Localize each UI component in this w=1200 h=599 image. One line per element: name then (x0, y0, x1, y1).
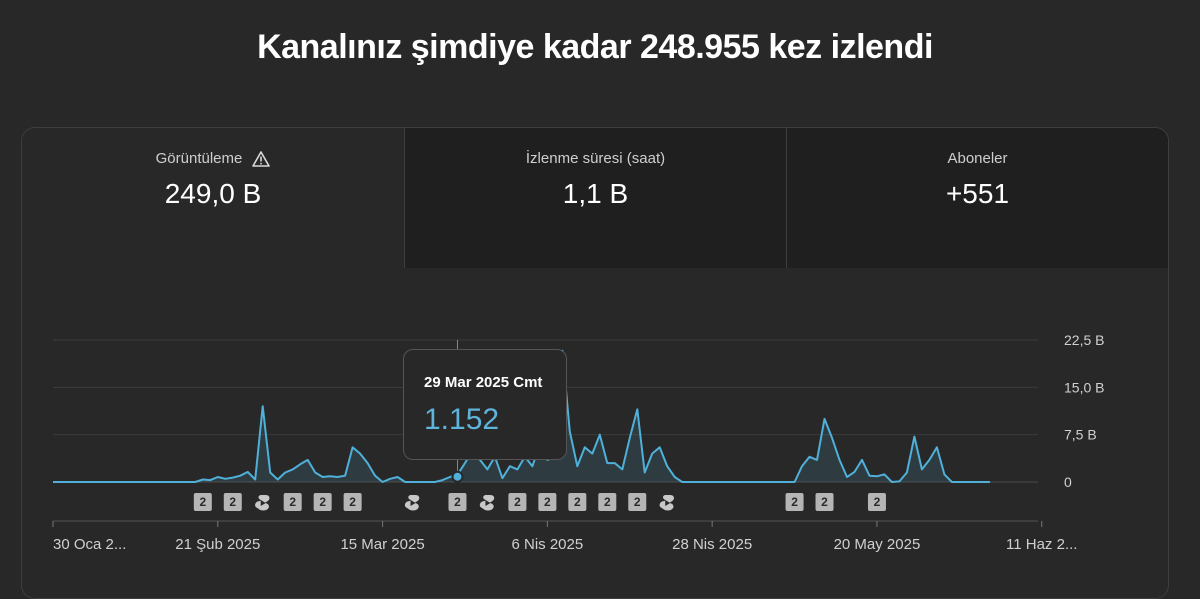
shorts-icon[interactable] (255, 495, 270, 511)
x-tick-label: 15 Mar 2025 (340, 536, 424, 553)
video-marker-badge[interactable] (448, 493, 467, 511)
video-marker-label: 2 (604, 495, 611, 509)
subscribers-value: +551 (945, 178, 1010, 209)
video-marker-badge[interactable] (508, 493, 527, 511)
video-marker-badge[interactable] (598, 493, 617, 511)
views-label: Görüntüleme (155, 150, 243, 167)
video-marker-label: 2 (349, 495, 356, 509)
hover-point (451, 470, 464, 483)
shorts-icon[interactable] (404, 495, 420, 511)
views-chart[interactable]: 22,5 B 15,0 B 7,5 B 0 30 Oca 2... 21 Şub 2025… (0, 0, 1200, 582)
video-marker-label: 2 (514, 495, 521, 509)
video-marker-badge[interactable] (628, 493, 647, 511)
video-marker-badge[interactable] (193, 493, 212, 511)
video-marker-badge[interactable] (283, 493, 302, 511)
video-marker-badge[interactable] (785, 493, 804, 511)
shorts-icon[interactable] (659, 495, 674, 511)
y-tick-label: 7,5 B (1064, 427, 1097, 443)
y-tick-label: 15,0 B (1064, 379, 1104, 395)
video-marker-label: 2 (821, 495, 828, 509)
tooltip-date: 29 Mar 2025 Cmt (424, 374, 543, 391)
x-tick-label: 20 May 2025 (834, 536, 921, 553)
x-tick-label: 11 Haz 2... (1006, 536, 1077, 553)
video-marker-badge[interactable] (867, 493, 886, 511)
video-marker-label: 2 (319, 495, 326, 509)
video-marker-badge[interactable] (568, 493, 587, 511)
video-marker-label: 2 (229, 495, 236, 509)
tooltip-value: 1.152 (424, 403, 500, 436)
x-tick-label: 21 Şub 2025 (175, 536, 260, 553)
page-title: Kanalınız şimdiye kadar 248.955 kez izle… (257, 28, 933, 66)
watch-time-label: İzlenme süresi (saat) (525, 150, 666, 167)
views-value: 249,0 B (164, 178, 262, 209)
views-label-row: Görüntüleme (156, 150, 271, 167)
metric-tabs: Görüntüleme 249,0 B İzlenme süresi (saat… (22, 128, 1168, 268)
x-tick-label: 28 Nis 2025 (672, 536, 752, 553)
video-marker-badge[interactable] (815, 493, 834, 511)
video-marker-badge[interactable] (223, 493, 242, 511)
x-tick-label: 6 Nis 2025 (512, 536, 584, 553)
video-marker-label: 2 (574, 495, 581, 509)
shorts-icon[interactable] (479, 495, 495, 511)
watch-time-value: 1,1 B (562, 178, 629, 209)
tab-watch-time[interactable]: İzlenme süresi (saat) 1,1 B (404, 128, 786, 268)
video-marker-badge[interactable] (538, 493, 557, 511)
video-marker-label: 2 (289, 495, 296, 509)
tab-views[interactable]: Görüntüleme 249,0 B (22, 128, 404, 268)
video-marker-badge[interactable] (313, 493, 332, 511)
video-marker-label: 2 (791, 495, 798, 509)
warning-icon[interactable] (252, 150, 271, 167)
y-tick-label: 22,5 B (1064, 332, 1104, 348)
video-marker-label: 2 (199, 495, 206, 509)
video-marker-label: 2 (544, 495, 551, 509)
y-tick-label: 0 (1064, 474, 1072, 490)
video-marker-label: 2 (454, 495, 461, 509)
x-tick-label: 30 Oca 2... (53, 536, 126, 553)
tab-subscribers[interactable]: Aboneler +551 (786, 128, 1168, 268)
chart-tooltip: 29 Mar 2025 Cmt 1.152 (403, 349, 567, 460)
video-marker-label: 2 (634, 495, 641, 509)
subscribers-label: Aboneler (947, 150, 1008, 167)
video-marker-label: 2 (874, 495, 881, 509)
analytics-card: Görüntüleme 249,0 B İzlenme süresi (saat… (21, 127, 1169, 599)
video-marker-badge[interactable] (343, 493, 362, 511)
